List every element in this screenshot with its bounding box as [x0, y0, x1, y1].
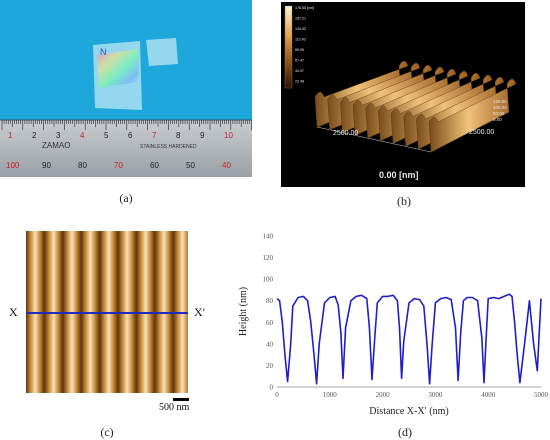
ruler-number-bottom: 50: [186, 161, 195, 170]
y-tick-label: 80: [266, 297, 274, 305]
ruler-brand: ZAMAO: [42, 141, 70, 150]
colorbar-label: 178.65 [nm]: [295, 6, 314, 10]
colorbar-label: 44.97: [295, 69, 304, 73]
ruler-number-top: 5: [104, 131, 109, 140]
ruler-number-top: 10: [224, 131, 233, 140]
caption-d: (d): [398, 425, 412, 439]
ruler-number-bottom: 70: [114, 161, 123, 170]
x-prime-label: X′: [194, 305, 206, 319]
caption-a: (a): [119, 191, 133, 205]
bottom-label: 0.00 [nm]: [379, 170, 419, 180]
x-tick-label: 0: [275, 391, 279, 399]
scale-bar-label: 500 nm: [159, 402, 190, 413]
ruler-number-top: 2: [32, 131, 37, 140]
colorbar-label: 89.95: [295, 48, 304, 52]
afm-3d-view: 178.65 [nm] 157.21 134.92 112.43 89.95 67.47 4…: [281, 2, 525, 187]
series-line: [276, 293, 542, 385]
y-tick-label: 120: [263, 254, 274, 262]
colorbar-label: 67.47: [295, 59, 304, 63]
colorbar: [284, 5, 293, 89]
colorbar-label: 157.21: [295, 17, 306, 21]
ruler-number-top: 8: [176, 131, 181, 140]
sample-photo: ZAMAO STAINLESS HARDENED N 1 2 3 4 5 6 7 8 9 10 10…: [0, 0, 252, 177]
y-tick-label: 40: [266, 340, 274, 348]
z-tick-label: 0.00: [493, 117, 502, 122]
x-label: X: [9, 305, 18, 319]
y-tick-label: 0: [270, 384, 274, 392]
afm-top-view: [26, 231, 188, 393]
z-tick-label: 150.00: [493, 99, 507, 104]
y-tick-label: 100: [263, 276, 274, 284]
scale-bar: [173, 398, 189, 401]
ruler-number-top: 7: [152, 131, 157, 140]
afm-ridge: [428, 78, 517, 153]
z-tick-label: 50.00: [493, 111, 505, 116]
colorbar-label: 134.92: [295, 27, 306, 31]
y-tick-label: 60: [266, 319, 274, 327]
ruler: [0, 120, 252, 177]
ruler-number-top: 1: [8, 131, 13, 140]
caption-b: (b): [397, 194, 411, 208]
x-tick-label: 1000: [323, 391, 338, 399]
colorbar-label: 112.43: [295, 38, 306, 42]
ruler-text: STAINLESS HARDENED: [140, 144, 197, 150]
ruler-number-top: 9: [200, 131, 205, 140]
ruler-number-bottom: 80: [78, 161, 87, 170]
axis-y-label: 2500.00: [469, 129, 494, 136]
height-profile-chart: 0 20 40 60 80 100 120 140 0 1000 2000 3000 4000 5000 D…: [233, 226, 550, 421]
ruler-number-top: 3: [56, 131, 61, 140]
ruler-number-bottom: 60: [150, 161, 159, 170]
colorbar-label: 22.48: [295, 80, 304, 84]
ruler-number-top: 4: [80, 131, 85, 140]
x-tick-label: 5000: [534, 391, 549, 399]
y-tick-label: 140: [263, 233, 274, 241]
glass-fragment: [146, 38, 178, 66]
sample-mark: N: [100, 47, 107, 57]
ruler-number-bottom: 90: [42, 161, 51, 170]
axis-x-label: 2500.00: [333, 130, 358, 137]
x-tick-label: 2000: [376, 391, 391, 399]
z-tick-label: 100.00: [493, 105, 507, 110]
caption-c: (c): [100, 425, 114, 439]
ruler-number-bottom: 100: [6, 161, 20, 170]
ruler-number-top: 6: [128, 131, 133, 140]
y-tick-label: 20: [266, 362, 274, 370]
y-axis-title: Height (nm): [238, 287, 249, 336]
x-tick-label: 3000: [428, 391, 443, 399]
x-tick-label: 4000: [481, 391, 496, 399]
x-axis-title: Distance X-X′ (nm): [369, 406, 448, 417]
ruler-number-bottom: 40: [222, 161, 231, 170]
